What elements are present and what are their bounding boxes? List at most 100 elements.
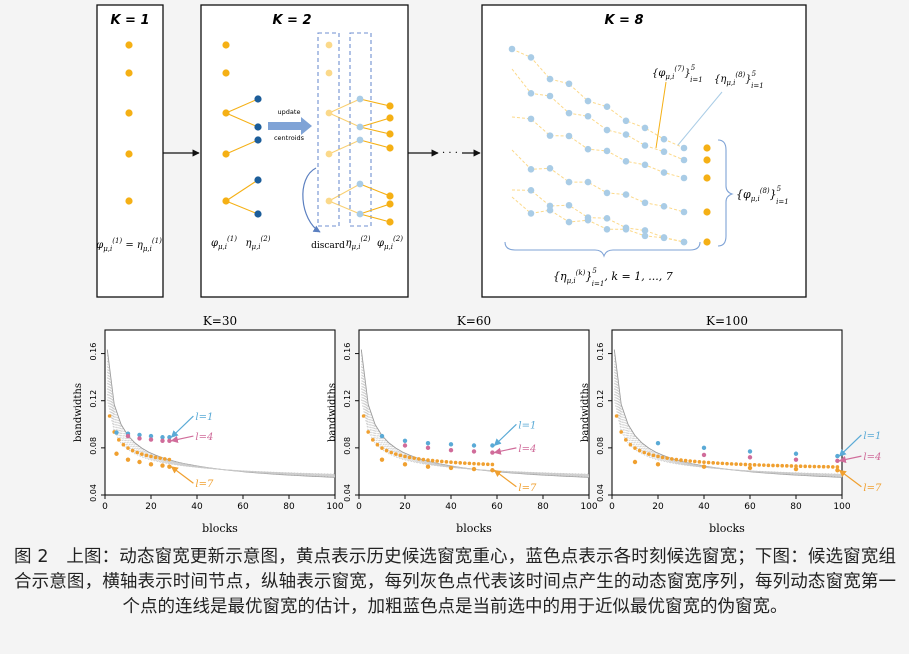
- data-point: [402, 438, 408, 443]
- series-l4: [125, 433, 172, 443]
- legend-arrow: [838, 469, 862, 488]
- chart-k60: K=60 l=1 l=4 l=7 0 20 40 60 80 100 blocks 0.04 0.08 0…: [327, 314, 598, 535]
- estimate-point: [679, 458, 683, 462]
- x-tick-label: 100: [833, 502, 850, 512]
- estimate-point: [762, 463, 766, 467]
- estimate-point: [619, 430, 623, 434]
- estimate-point: [490, 462, 495, 467]
- plot-area: [611, 329, 843, 496]
- x-tick-label: 80: [537, 502, 549, 512]
- k8-eta-dot: [527, 54, 535, 61]
- data-point: [701, 445, 707, 451]
- x-tick-label: 100: [326, 502, 343, 512]
- data-point: [425, 464, 431, 469]
- y-tick-label: 0.16: [596, 343, 605, 361]
- k8-eta-dot: [565, 109, 573, 117]
- series-l1: [379, 433, 495, 448]
- x-tick-label: 80: [790, 502, 802, 512]
- estimate-point: [683, 458, 688, 463]
- estimate-point: [412, 456, 417, 460]
- data-point: [835, 468, 840, 473]
- estimate-point: [394, 452, 398, 456]
- k8-eta-dot: [546, 92, 554, 100]
- k8-eta-dot: [603, 126, 611, 134]
- estimate-point: [729, 462, 734, 466]
- data-point: [835, 453, 840, 459]
- estimate-point: [826, 465, 830, 469]
- x-tick-label: 0: [356, 502, 362, 512]
- estimate-point: [435, 459, 440, 463]
- estimate-point: [421, 457, 426, 462]
- k8-eta-dot: [641, 142, 649, 149]
- panel-k1: K = 1 φμ,i(1) = ημ,i(1): [96, 4, 164, 298]
- candidate-curve: [106, 371, 336, 477]
- x-tick-label: 40: [191, 502, 203, 512]
- legend-arrow: [838, 434, 862, 457]
- series-l7: [379, 457, 495, 473]
- data-point: [701, 464, 707, 469]
- y-axis-label: bandwidths: [580, 383, 591, 442]
- k8-eta-dot: [641, 227, 649, 234]
- estimate-point: [167, 457, 172, 462]
- estimate-point: [702, 460, 706, 465]
- data-point: [125, 433, 131, 439]
- data-point: [655, 440, 661, 446]
- data-point: [793, 457, 799, 462]
- estimate-point: [725, 461, 729, 466]
- estimate-point: [481, 462, 486, 466]
- figure-caption: 图 2 上图：动态窗宽更新示意图，黄点表示历史候选窗宽重心，蓝色点表示各时刻候选…: [14, 545, 896, 620]
- estimate-point: [757, 463, 761, 467]
- k8-eta-dot: [508, 45, 516, 53]
- estimate-point: [766, 463, 771, 468]
- data-point: [490, 468, 495, 473]
- k8-eta-dot: [603, 189, 611, 197]
- discard-label: discard: [311, 241, 345, 251]
- estimate-point: [614, 414, 619, 418]
- estimate-point: [463, 461, 467, 465]
- k8-eta-dot: [565, 218, 573, 226]
- k8-eta-dot: [641, 161, 649, 169]
- estimate-point: [149, 454, 153, 459]
- x-tick-label: 60: [744, 502, 756, 512]
- k8-eta-dot: [527, 115, 535, 123]
- estimate-point: [817, 464, 821, 469]
- x-tick-label: 20: [399, 502, 411, 512]
- data-point: [747, 449, 753, 454]
- ellipsis: · · ·: [442, 148, 458, 159]
- estimate-point: [403, 454, 407, 459]
- estimate-point: [656, 454, 660, 459]
- y-axis-label: bandwidths: [327, 383, 338, 442]
- k8-eta-dot: [546, 132, 554, 139]
- legend-arrow: [170, 466, 194, 484]
- estimate-point: [407, 455, 412, 460]
- data-point: [425, 445, 431, 451]
- estimate-point: [467, 461, 472, 466]
- estimate-point: [693, 459, 697, 464]
- k2-candidate-dots: [254, 95, 262, 218]
- k8-eta-dot: [660, 148, 668, 156]
- k8-eta-dot: [546, 75, 554, 83]
- data-point: [167, 435, 172, 440]
- x-tick-label: 20: [145, 502, 157, 512]
- caption-text: 图 2 上图：动态窗宽更新示意图，黄点表示历史候选窗宽重心，蓝色点表示各时刻候选…: [14, 547, 896, 617]
- k2-new-links: [359, 98, 391, 223]
- k8-eta-dot: [527, 210, 535, 217]
- chart-title: K=100: [706, 314, 748, 328]
- estimate-point: [665, 456, 669, 460]
- data-point: [148, 462, 154, 467]
- estimate-point: [371, 438, 375, 442]
- estimate-point: [130, 448, 135, 453]
- k8-eta-dot: [680, 208, 688, 216]
- k8-eta-dot: [622, 158, 630, 165]
- estimate-point: [711, 461, 715, 465]
- legend-arrow: [838, 455, 862, 463]
- data-point: [471, 449, 477, 454]
- update-label-2: centroids: [274, 134, 305, 142]
- data-point: [471, 466, 477, 472]
- estimate-point: [808, 464, 812, 469]
- x-tick-label: 40: [445, 502, 457, 512]
- estimate-point: [366, 430, 371, 434]
- data-point: [148, 433, 154, 439]
- k8-eta-dot: [660, 203, 668, 210]
- discarded-dots: [325, 41, 333, 205]
